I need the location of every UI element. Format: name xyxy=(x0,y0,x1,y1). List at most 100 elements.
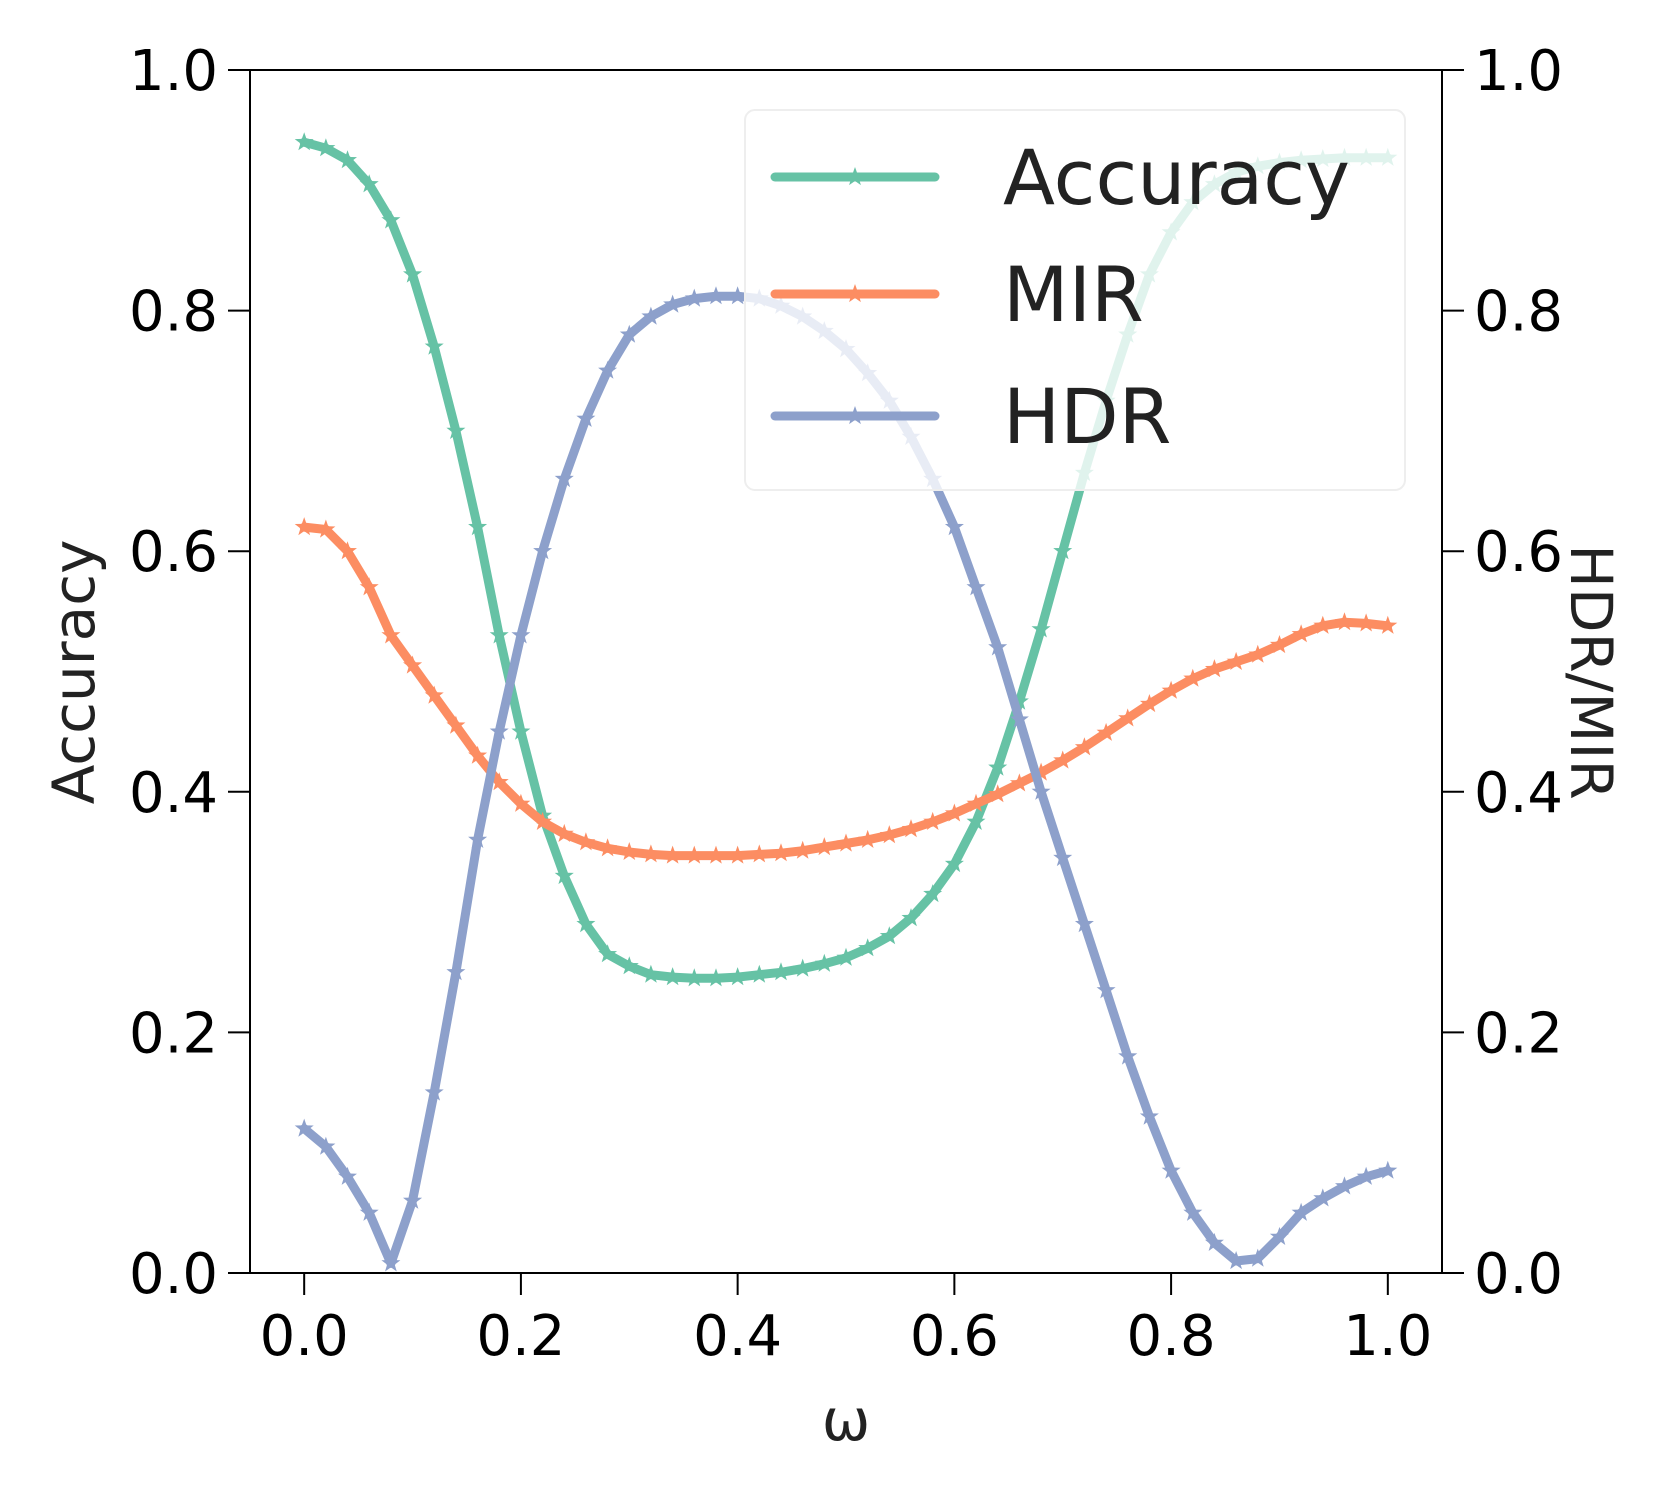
data-point-accuracy xyxy=(424,336,444,355)
data-point-mir xyxy=(1139,694,1159,713)
x-tick-label: 0.6 xyxy=(910,1304,999,1369)
series-mir xyxy=(294,517,1398,864)
right-y-tick-label: 0.0 xyxy=(1474,1242,1563,1307)
data-point-mir xyxy=(836,833,856,852)
data-point-accuracy xyxy=(489,625,509,644)
data-point-accuracy xyxy=(1053,541,1073,560)
data-point-mir xyxy=(858,829,878,848)
data-point-hdr xyxy=(316,1136,336,1155)
data-point-mir xyxy=(1031,762,1051,781)
data-point-mir xyxy=(554,823,574,842)
data-point-hdr xyxy=(403,1190,423,1209)
data-point-mir xyxy=(923,811,943,830)
data-point-mir xyxy=(1291,624,1311,643)
data-point-hdr xyxy=(446,962,466,981)
data-point-accuracy xyxy=(793,958,813,977)
data-point-hdr xyxy=(619,324,639,343)
data-point-hdr xyxy=(1335,1176,1354,1195)
data-point-mir xyxy=(1118,708,1138,727)
data-point-mir xyxy=(446,715,466,734)
data-point-accuracy xyxy=(901,908,921,927)
right-y-tick-label: 0.8 xyxy=(1474,280,1563,345)
data-point-mir xyxy=(1161,680,1181,699)
data-point-accuracy xyxy=(728,967,748,986)
data-point-hdr xyxy=(1291,1202,1311,1221)
series-line-mir xyxy=(299,522,1393,861)
data-point-hdr xyxy=(598,360,618,379)
data-point-mir xyxy=(576,832,596,851)
data-point-hdr xyxy=(1161,1160,1181,1179)
data-point-mir xyxy=(1378,615,1398,634)
data-point-hdr xyxy=(1031,781,1051,800)
left-y-tick-label: 0.6 xyxy=(129,520,218,585)
data-point-hdr xyxy=(706,286,726,305)
data-point-mir xyxy=(1204,659,1224,678)
data-point-hdr xyxy=(511,625,531,644)
data-point-accuracy xyxy=(403,264,423,283)
data-point-accuracy xyxy=(706,968,726,987)
legend: Accuracy MIR HDR xyxy=(744,109,1406,491)
data-point-hdr xyxy=(489,721,509,740)
data-point-accuracy xyxy=(836,947,856,966)
data-point-mir xyxy=(1248,644,1268,663)
data-point-mir xyxy=(684,845,704,864)
legend-label-hdr: HDR xyxy=(1003,372,1171,461)
data-point-mir xyxy=(1183,668,1203,687)
data-point-mir xyxy=(1074,737,1094,756)
data-point-hdr xyxy=(576,408,596,427)
data-point-hdr xyxy=(663,294,683,313)
data-point-hdr xyxy=(988,637,1008,656)
x-tick-label: 0.4 xyxy=(693,1304,782,1369)
data-point-hdr xyxy=(1118,1046,1138,1065)
right-y-tick-label: 0.6 xyxy=(1474,520,1563,585)
data-point-hdr xyxy=(1269,1226,1289,1245)
data-point-mir xyxy=(793,840,813,859)
data-point-accuracy xyxy=(294,132,314,151)
data-point-mir xyxy=(988,784,1008,803)
legend-marker-accuracy xyxy=(845,167,865,186)
legend-marker-hdr xyxy=(845,406,865,425)
data-point-hdr xyxy=(1096,980,1116,999)
data-point-hdr xyxy=(1139,1106,1159,1125)
data-point-mir xyxy=(944,803,964,822)
data-point-mir xyxy=(1356,613,1376,632)
data-point-hdr xyxy=(1313,1188,1333,1207)
data-point-accuracy xyxy=(858,938,878,957)
data-point-accuracy xyxy=(619,956,639,975)
data-point-hdr xyxy=(1053,848,1073,867)
data-point-hdr xyxy=(1226,1251,1246,1270)
data-point-mir xyxy=(381,625,401,644)
data-point-accuracy xyxy=(554,866,574,885)
data-point-mir xyxy=(771,843,791,862)
data-point-accuracy xyxy=(468,517,488,536)
data-point-mir xyxy=(1009,773,1029,792)
data-point-mir xyxy=(533,811,553,830)
data-point-accuracy xyxy=(684,968,704,987)
data-point-hdr xyxy=(468,829,488,848)
data-point-hdr xyxy=(1248,1248,1268,1267)
data-point-hdr xyxy=(1183,1202,1203,1221)
data-point-hdr xyxy=(533,541,553,560)
data-point-accuracy xyxy=(814,953,834,972)
data-point-accuracy xyxy=(1009,691,1029,710)
data-point-mir xyxy=(1335,612,1354,631)
left-y-tick-label: 0.8 xyxy=(129,280,218,345)
data-point-hdr xyxy=(1356,1166,1376,1185)
data-point-accuracy xyxy=(749,964,769,983)
right-y-tick-label: 0.2 xyxy=(1474,1001,1563,1066)
data-point-mir xyxy=(749,844,769,863)
right-y-tick-label: 0.4 xyxy=(1474,761,1563,826)
data-point-mir xyxy=(706,845,726,864)
data-point-accuracy xyxy=(923,884,943,903)
right-y-tick-label: 1.0 xyxy=(1474,39,1563,104)
data-point-accuracy xyxy=(576,914,596,933)
data-point-mir xyxy=(814,837,834,856)
data-point-mir xyxy=(338,541,357,560)
data-point-mir xyxy=(663,845,683,864)
data-point-mir xyxy=(468,745,488,764)
data-point-accuracy xyxy=(511,721,531,740)
legend-box xyxy=(744,109,1406,491)
legend-label-accuracy: Accuracy xyxy=(1003,133,1350,222)
data-point-mir xyxy=(294,517,314,536)
data-point-mir xyxy=(1269,635,1289,654)
